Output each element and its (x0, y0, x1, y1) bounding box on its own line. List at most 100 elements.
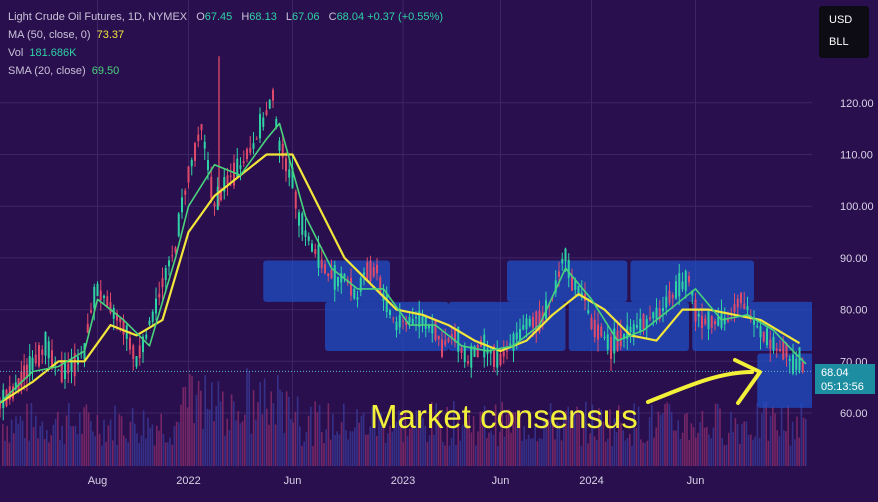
volume-bar (389, 425, 391, 466)
candle-body (57, 369, 60, 371)
volume-bar (347, 439, 349, 466)
volume-bar (560, 440, 563, 466)
candle-body (688, 276, 690, 283)
volume-bar (52, 424, 55, 466)
volume-bar (745, 421, 748, 466)
candle-body (532, 316, 534, 328)
volume-bar (481, 411, 484, 466)
volume-bar (776, 430, 778, 466)
candle-body (353, 288, 356, 299)
volume-bar (637, 406, 640, 466)
volume-bar (8, 442, 11, 466)
volume-bar (512, 412, 514, 466)
volume-bar (125, 438, 127, 466)
volume-bar (281, 392, 283, 466)
volume-bar (499, 431, 501, 466)
candle-body (262, 117, 265, 127)
volume-bar (270, 391, 272, 466)
volume-bar (358, 422, 360, 466)
volume-bar (65, 415, 68, 466)
candle-body (350, 277, 352, 296)
change-value: +0.37 (+0.55%) (367, 11, 443, 23)
candle-body (454, 329, 456, 343)
candle-body (168, 260, 170, 267)
candle-body (743, 303, 746, 309)
volume-bar (791, 421, 794, 466)
volume-bar (607, 438, 609, 466)
volume-bar (543, 419, 545, 466)
volume-bar (244, 414, 246, 466)
candle-body (411, 319, 414, 325)
volume-bar (794, 439, 796, 466)
candle-body (467, 361, 469, 364)
volume-bar (780, 406, 783, 466)
symbol-name[interactable]: Light Crude Oil Futures, 1D, NYMEX (8, 11, 188, 23)
candle-body (649, 317, 651, 320)
candle-body (668, 290, 671, 304)
y-tick-label: 110.00 (840, 150, 873, 162)
candle-body (746, 306, 749, 310)
candle-body (727, 318, 729, 322)
candle-body (460, 347, 463, 353)
candle-body (593, 319, 596, 337)
volume-bar (325, 429, 327, 466)
volume-bar (39, 425, 41, 466)
candle-body (629, 326, 632, 333)
volume-bar (494, 404, 497, 466)
candle-body (203, 141, 206, 149)
candle-body (265, 110, 268, 115)
volume-bar (653, 437, 655, 466)
y-tick-label: 60.00 (840, 408, 868, 420)
candle-body (714, 320, 716, 324)
volume-bar (538, 438, 541, 466)
volume-bar (615, 432, 618, 466)
candle-body (275, 118, 278, 128)
volume-bar (684, 414, 686, 466)
candle-body (132, 345, 135, 360)
candle-body (493, 346, 495, 367)
volume-bar (534, 424, 536, 466)
candle-body (554, 280, 557, 293)
volume-bar (688, 439, 690, 466)
candle-body (489, 350, 492, 354)
volume-bar (750, 434, 752, 466)
legend-vol-row[interactable]: Vol 181.686K (8, 44, 443, 62)
volume-bar (17, 423, 19, 466)
candle-body (359, 277, 362, 292)
candle-body (470, 345, 473, 368)
volume-bar (2, 423, 4, 466)
candle-body (740, 292, 742, 304)
currency-unit-selector[interactable]: USD BLL (819, 6, 869, 58)
volume-bar (382, 425, 385, 466)
volume-bar (598, 407, 600, 466)
volume-bar (211, 382, 213, 466)
candle-body (639, 318, 642, 333)
volume-bar (549, 403, 552, 466)
volume-bar (415, 410, 418, 466)
high-value: 68.13 (249, 11, 277, 23)
volume-bar (747, 434, 750, 466)
candle-body (801, 362, 804, 372)
volume-bar (307, 415, 310, 466)
candle-body (606, 334, 609, 350)
volume-bar (692, 427, 695, 466)
candle-body (194, 143, 196, 161)
volume-bar (147, 417, 149, 466)
candle-body (632, 324, 635, 337)
volume-bar (604, 441, 607, 466)
volume-bar (723, 445, 726, 466)
candle-body (499, 353, 502, 366)
volume-bar (657, 411, 660, 466)
candle-body (441, 339, 443, 357)
candle-body (51, 350, 53, 367)
candle-body (190, 160, 193, 167)
volume-bar (217, 381, 220, 466)
volume-bar (129, 421, 132, 466)
x-tick-label: 2024 (579, 475, 603, 487)
candle-body (38, 345, 40, 367)
legend-ma-row[interactable]: MA (50, close, 0) 73.37 (8, 26, 443, 44)
volume-bar (10, 419, 13, 466)
legend-sma-row[interactable]: SMA (20, close) 69.50 (8, 62, 443, 80)
